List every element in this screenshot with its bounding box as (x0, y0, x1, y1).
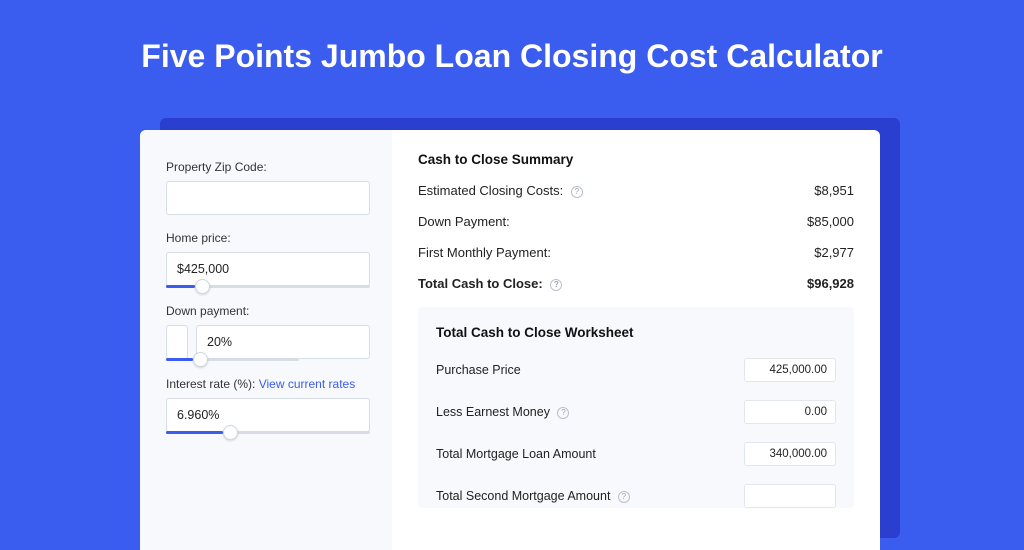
zip-input[interactable] (166, 181, 370, 215)
help-icon[interactable]: ? (557, 407, 569, 419)
zip-field: Property Zip Code: (166, 160, 370, 215)
calculator-card: Property Zip Code: Home price: Down paym… (140, 130, 880, 550)
worksheet-row-label: Total Second Mortgage Amount ? (436, 489, 630, 503)
down-payment-label: Down payment: (166, 304, 370, 318)
results-panel: Cash to Close Summary Estimated Closing … (392, 130, 880, 550)
view-rates-link[interactable]: View current rates (259, 377, 356, 391)
worksheet-row-label: Total Mortgage Loan Amount (436, 447, 596, 461)
zip-label: Property Zip Code: (166, 160, 370, 174)
summary-row-label: First Monthly Payment: (418, 245, 551, 260)
summary-row: Down Payment: $85,000 (418, 214, 854, 229)
worksheet-row: Total Mortgage Loan Amount 340,000.00 (436, 442, 836, 466)
summary-total-row: Total Cash to Close: ? $96,928 (418, 276, 854, 291)
page-title: Five Points Jumbo Loan Closing Cost Calc… (0, 0, 1024, 103)
worksheet-row-label: Less Earnest Money ? (436, 405, 569, 419)
interest-rate-input[interactable] (166, 398, 370, 432)
worksheet-row-value[interactable]: 425,000.00 (744, 358, 836, 382)
summary-row-label: Estimated Closing Costs: ? (418, 183, 583, 198)
summary-total-value: $96,928 (807, 276, 854, 291)
summary-row-value: $85,000 (807, 214, 854, 229)
down-payment-input[interactable] (166, 325, 188, 359)
inputs-sidebar: Property Zip Code: Home price: Down paym… (140, 130, 392, 550)
home-price-slider[interactable] (166, 285, 370, 288)
worksheet-row: Purchase Price 425,000.00 (436, 358, 836, 382)
home-price-label: Home price: (166, 231, 370, 245)
summary-title: Cash to Close Summary (418, 152, 854, 167)
worksheet-panel: Total Cash to Close Worksheet Purchase P… (418, 307, 854, 508)
interest-rate-label: Interest rate (%): View current rates (166, 377, 370, 391)
down-payment-slider[interactable] (166, 358, 299, 361)
worksheet-title: Total Cash to Close Worksheet (436, 325, 836, 340)
down-payment-slider-thumb[interactable] (193, 352, 208, 367)
summary-row: Estimated Closing Costs: ? $8,951 (418, 183, 854, 198)
interest-rate-field: Interest rate (%): View current rates (166, 377, 370, 434)
summary-total-label: Total Cash to Close: ? (418, 276, 562, 291)
worksheet-row: Less Earnest Money ? 0.00 (436, 400, 836, 424)
worksheet-row-value[interactable] (744, 484, 836, 508)
home-price-field: Home price: (166, 231, 370, 288)
down-payment-pct-input[interactable] (196, 325, 370, 359)
interest-rate-slider-thumb[interactable] (223, 425, 238, 440)
help-icon[interactable]: ? (571, 186, 583, 198)
worksheet-row-value[interactable]: 0.00 (744, 400, 836, 424)
down-payment-field: Down payment: (166, 304, 370, 361)
help-icon[interactable]: ? (618, 491, 630, 503)
summary-row: First Monthly Payment: $2,977 (418, 245, 854, 260)
home-price-slider-thumb[interactable] (195, 279, 210, 294)
worksheet-row-label: Purchase Price (436, 363, 521, 377)
interest-rate-slider[interactable] (166, 431, 370, 434)
interest-rate-label-text: Interest rate (%): (166, 377, 255, 391)
summary-row-label: Down Payment: (418, 214, 510, 229)
summary-row-value: $8,951 (814, 183, 854, 198)
worksheet-row: Total Second Mortgage Amount ? (436, 484, 836, 508)
summary-row-value: $2,977 (814, 245, 854, 260)
help-icon[interactable]: ? (550, 279, 562, 291)
worksheet-row-value[interactable]: 340,000.00 (744, 442, 836, 466)
